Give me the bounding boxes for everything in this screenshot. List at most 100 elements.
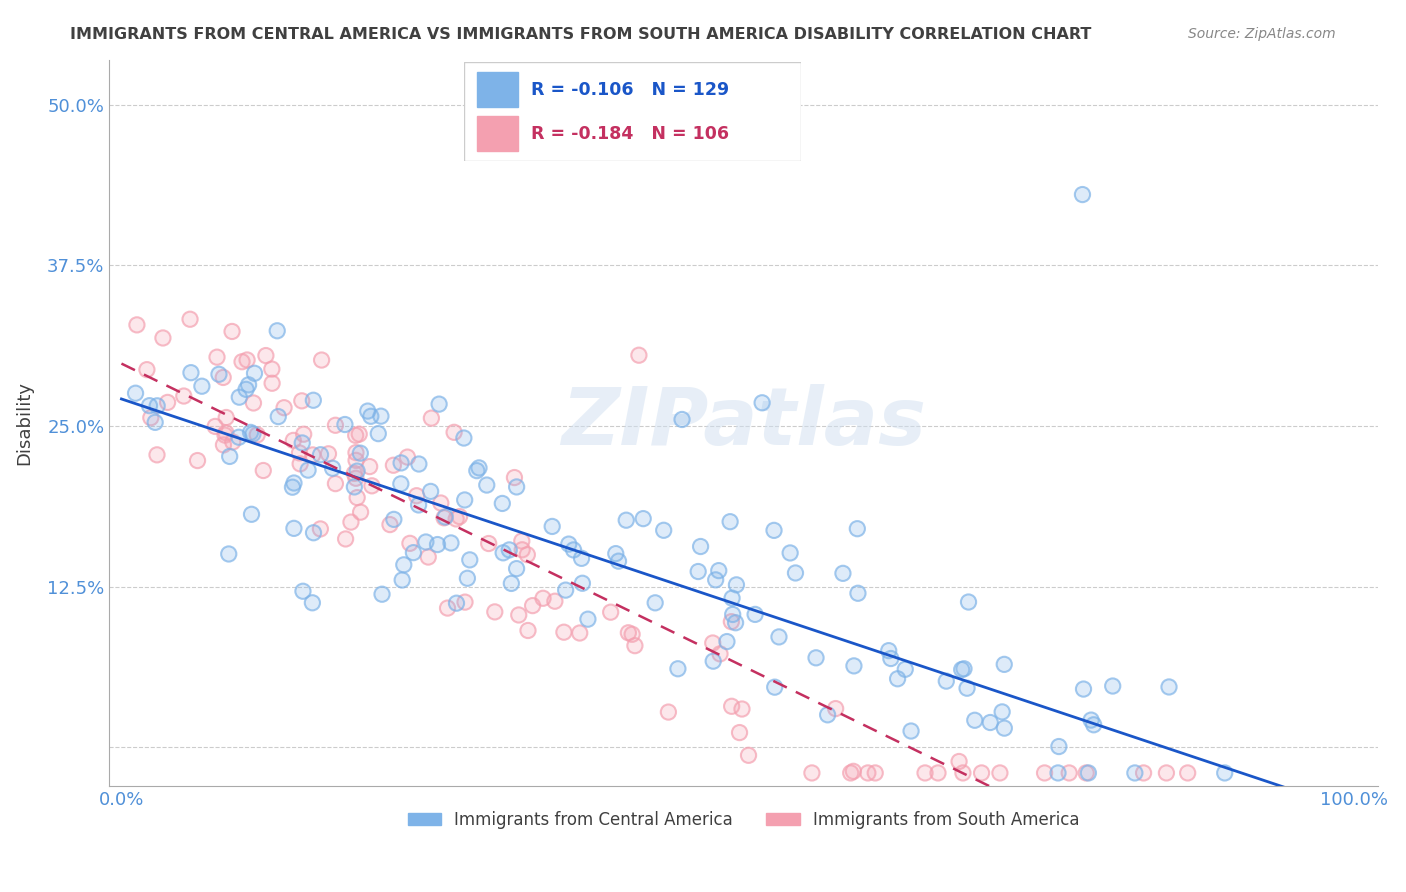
Point [1047, 739, 1070, 754]
blue [291, 584, 314, 599]
blue [605, 547, 627, 561]
Point [325, 476, 347, 491]
Point [1073, 681, 1095, 696]
pink [214, 428, 236, 442]
pink [627, 348, 650, 362]
Point [333, 417, 356, 432]
pink [1156, 766, 1178, 780]
Point [475, 478, 498, 492]
Point [391, 573, 413, 587]
Point [392, 558, 415, 572]
pink [927, 766, 949, 780]
Point [1123, 766, 1146, 780]
blue [302, 393, 325, 408]
Point [948, 755, 970, 769]
Point [979, 715, 1001, 730]
pink [146, 448, 169, 462]
Point [721, 607, 744, 622]
pink [242, 396, 264, 410]
Point [1156, 766, 1178, 780]
Point [993, 657, 1015, 672]
blue [408, 498, 430, 512]
blue [1101, 679, 1123, 693]
blue [302, 525, 325, 540]
Point [262, 376, 284, 391]
pink [396, 450, 419, 464]
blue [950, 663, 973, 677]
pink [288, 446, 311, 460]
blue [343, 480, 366, 494]
Point [605, 547, 627, 561]
Point [212, 370, 235, 384]
blue [846, 522, 869, 536]
pink [1057, 766, 1080, 780]
Point [427, 397, 450, 411]
blue [957, 595, 980, 609]
Point [180, 366, 202, 380]
pink [624, 639, 647, 653]
Point [212, 438, 235, 452]
pink [1033, 766, 1056, 780]
Point [228, 390, 250, 404]
Point [720, 615, 742, 629]
pink [508, 607, 530, 622]
pink [702, 636, 724, 650]
blue [349, 446, 371, 460]
blue [562, 542, 585, 557]
blue [322, 461, 344, 475]
Text: ZIPatlas: ZIPatlas [561, 384, 927, 462]
Point [318, 447, 340, 461]
Point [288, 457, 311, 471]
Point [900, 724, 922, 739]
pink [568, 626, 591, 640]
blue [846, 586, 869, 600]
pink [156, 395, 179, 409]
Point [440, 536, 463, 550]
Point [399, 536, 422, 550]
blue [208, 368, 231, 382]
Point [402, 546, 425, 560]
Point [235, 382, 257, 396]
pink [344, 445, 367, 459]
blue [468, 461, 491, 475]
Text: R = -0.106   N = 129: R = -0.106 N = 129 [531, 81, 730, 99]
Point [927, 766, 949, 780]
blue [1071, 187, 1094, 202]
Point [558, 537, 581, 551]
Point [415, 535, 437, 549]
blue [143, 415, 166, 429]
pink [344, 471, 367, 485]
blue [434, 510, 457, 524]
Point [138, 399, 160, 413]
pink [948, 755, 970, 769]
Point [309, 522, 332, 536]
Point [135, 362, 157, 376]
Point [880, 651, 903, 665]
blue [558, 537, 581, 551]
Point [516, 548, 538, 562]
pink [731, 702, 754, 716]
Point [301, 596, 323, 610]
blue [724, 615, 747, 630]
Point [562, 542, 585, 557]
Point [617, 625, 640, 640]
pink [215, 425, 238, 440]
blue [900, 724, 922, 739]
Point [449, 509, 471, 524]
blue [389, 476, 412, 491]
blue [991, 705, 1014, 719]
blue [146, 399, 169, 413]
Point [420, 411, 443, 425]
Point [501, 576, 523, 591]
Bar [478, 72, 517, 107]
blue [240, 508, 263, 522]
Point [1213, 766, 1236, 780]
pink [720, 699, 742, 714]
Point [288, 446, 311, 460]
Point [205, 350, 228, 364]
pink [378, 517, 401, 532]
Point [218, 547, 240, 561]
blue [725, 578, 748, 592]
Point [186, 453, 208, 467]
Point [221, 325, 243, 339]
